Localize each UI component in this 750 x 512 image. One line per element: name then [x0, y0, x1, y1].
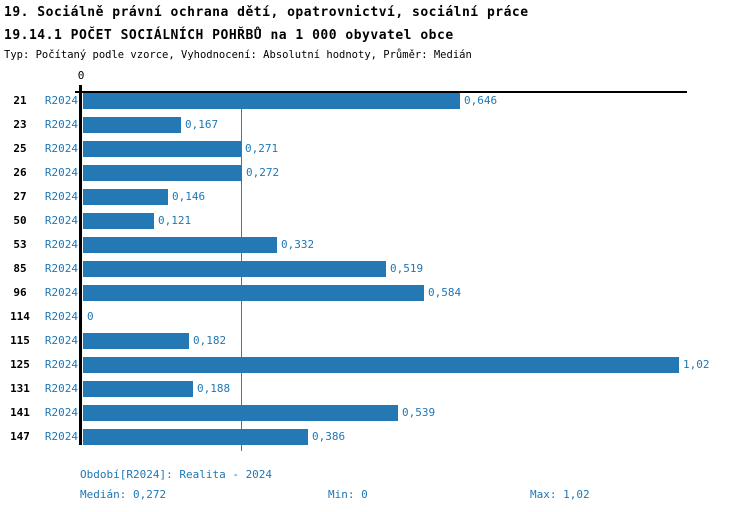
chart-row: 96 R2024 0,584 [0, 281, 750, 305]
x-axis-line [75, 91, 687, 93]
x-axis-zero-tick-label: 0 [77, 69, 85, 82]
row-series-label: R2024 [44, 118, 78, 131]
footer-max-label: Max: 1,02 [530, 488, 590, 501]
y-axis-line [79, 85, 82, 445]
value-bar [83, 285, 424, 301]
bar-value-label: 0,272 [246, 166, 280, 179]
chart-row: 50 R2024 0,121 [0, 209, 750, 233]
row-series-label: R2024 [44, 430, 78, 443]
row-category-label: 53 [13, 238, 27, 251]
chart-row: 21 R2024 0,646 [0, 89, 750, 113]
row-category-label: 50 [13, 214, 27, 227]
row-series-label: R2024 [44, 94, 78, 107]
row-series-label: R2024 [44, 382, 78, 395]
bar-value-label: 0,539 [402, 406, 436, 419]
bar-value-label: 0,646 [464, 94, 498, 107]
row-category-label: 27 [13, 190, 27, 203]
value-bar [83, 237, 277, 253]
chart-row: 27 R2024 0,146 [0, 185, 750, 209]
value-bar [83, 189, 168, 205]
row-series-label: R2024 [44, 142, 78, 155]
bar-value-label: 0,519 [390, 262, 424, 275]
row-category-label: 147 [10, 430, 30, 443]
row-category-label: 26 [13, 166, 27, 179]
bar-value-label: 0,121 [158, 214, 192, 227]
bar-value-label: 0,167 [185, 118, 219, 131]
bar-value-label: 0,332 [281, 238, 315, 251]
row-category-label: 115 [10, 334, 30, 347]
chart-row: 23 R2024 0,167 [0, 113, 750, 137]
bar-value-label: 0 [87, 310, 94, 323]
value-bar [83, 405, 398, 421]
chart-row: 53 R2024 0,332 [0, 233, 750, 257]
chart-row: 147 R2024 0,386 [0, 425, 750, 449]
chart-row: 125 R2024 1,02 [0, 353, 750, 377]
row-category-label: 25 [13, 142, 27, 155]
row-series-label: R2024 [44, 166, 78, 179]
row-category-label: 125 [10, 358, 30, 371]
chart-row: 141 R2024 0,539 [0, 401, 750, 425]
bar-value-label: 0,584 [428, 286, 462, 299]
report-section-title: 19. Sociálně právní ochrana dětí, opatro… [4, 5, 529, 20]
chart-row: 85 R2024 0,519 [0, 257, 750, 281]
row-series-label: R2024 [44, 262, 78, 275]
bar-value-label: 0,271 [245, 142, 279, 155]
chart-row: 131 R2024 0,188 [0, 377, 750, 401]
row-series-label: R2024 [44, 190, 78, 203]
row-category-label: 141 [10, 406, 30, 419]
row-category-label: 85 [13, 262, 27, 275]
row-series-label: R2024 [44, 286, 78, 299]
value-bar [83, 261, 386, 277]
value-bar [83, 117, 181, 133]
value-bar [83, 93, 460, 109]
value-bar [83, 429, 308, 445]
value-bar [83, 381, 193, 397]
value-bar [83, 213, 154, 229]
row-series-label: R2024 [44, 358, 78, 371]
row-category-label: 21 [13, 94, 27, 107]
chart-title: 19.14.1 POČET SOCIÁLNÍCH POHŘBŮ na 1 000… [4, 28, 454, 43]
chart-row: 114 R2024 0 [0, 305, 750, 329]
bar-value-label: 0,188 [197, 382, 231, 395]
row-category-label: 23 [13, 118, 27, 131]
row-series-label: R2024 [44, 310, 78, 323]
row-series-label: R2024 [44, 214, 78, 227]
row-series-label: R2024 [44, 334, 78, 347]
footer-min-label: Min: 0 [328, 488, 368, 501]
bar-value-label: 1,02 [683, 358, 710, 371]
chart-subtitle: Typ: Počítaný podle vzorce, Vyhodnocení:… [4, 49, 472, 61]
chart-row: 115 R2024 0,182 [0, 329, 750, 353]
row-series-label: R2024 [44, 238, 78, 251]
row-category-label: 114 [10, 310, 30, 323]
bar-value-label: 0,386 [312, 430, 346, 443]
row-category-label: 96 [13, 286, 27, 299]
row-series-label: R2024 [44, 406, 78, 419]
value-bar [83, 141, 241, 157]
chart-row: 25 R2024 0,271 [0, 137, 750, 161]
footer-median-label: Medián: 0,272 [80, 488, 167, 501]
footer-period-label: Období[R2024]: Realita - 2024 [80, 468, 273, 481]
bar-value-label: 0,182 [193, 334, 227, 347]
chart-row: 26 R2024 0,272 [0, 161, 750, 185]
value-bar [83, 333, 189, 349]
value-bar [83, 357, 679, 373]
value-bar [83, 165, 242, 181]
bar-value-label: 0,146 [172, 190, 206, 203]
row-category-label: 131 [10, 382, 30, 395]
